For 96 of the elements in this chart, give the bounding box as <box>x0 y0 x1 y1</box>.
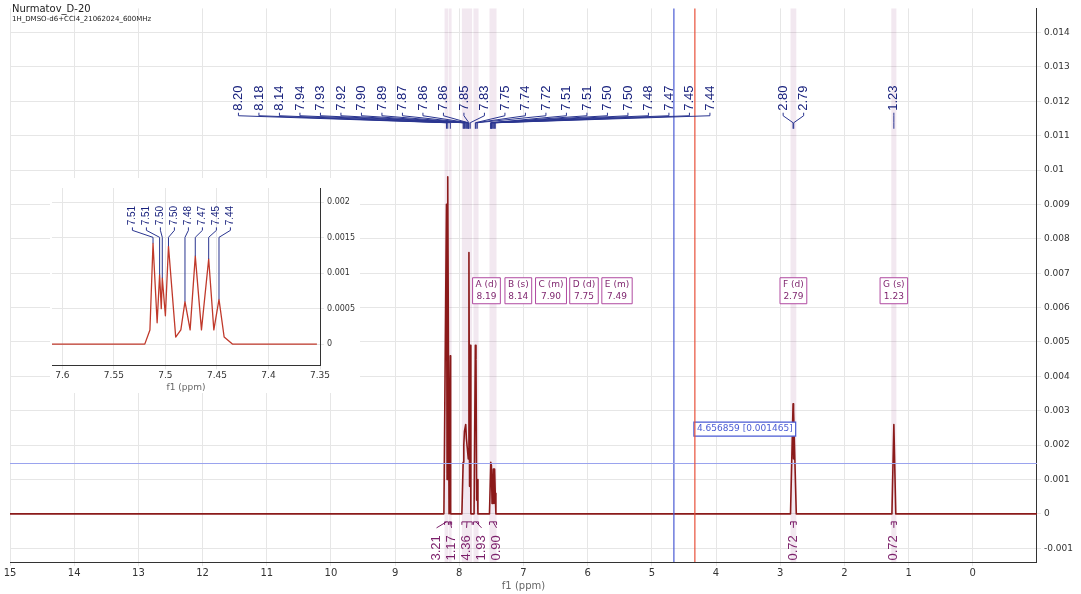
annotation: G (s) 1.23 <box>883 279 905 302</box>
annotation: 7.72 <box>537 85 553 111</box>
annotation: 1.23 <box>885 85 901 111</box>
x-tick-label: 2 <box>841 566 848 578</box>
annotation: 7.90 <box>353 85 369 111</box>
x-tick-label: 7 <box>520 566 527 578</box>
annotation: 7.47 <box>196 205 208 226</box>
annotation: 7.83 <box>476 85 492 111</box>
y-tick-label: 0.001 <box>327 268 350 278</box>
y-tick-label: 0 <box>1043 508 1050 519</box>
annotation: 8.18 <box>250 85 266 111</box>
band-label: 1.17 <box>443 535 459 561</box>
y-tick-label: 0.002 <box>327 197 350 207</box>
x-tick-label: 7.35 <box>309 370 331 381</box>
x-tick-label: 6 <box>584 566 591 578</box>
y-tick-label: 0.006 <box>1043 301 1071 312</box>
annotation: 7.48 <box>640 85 656 111</box>
y-tick-label: 0 <box>327 339 333 349</box>
x-tick-label: 15 <box>3 566 17 578</box>
annotation: 7.92 <box>332 85 348 111</box>
y-tick-label: 0.01 <box>1043 164 1065 175</box>
annotation: 2.79 <box>795 85 811 111</box>
x-tick-label: 14 <box>67 566 81 578</box>
annotation: A (d) 8.19 <box>475 279 498 302</box>
annotation: 7.48 <box>182 205 194 226</box>
annotation: 7.86 <box>435 85 451 111</box>
y-tick-label: 0.014 <box>1043 26 1071 37</box>
annotation: E (m) 7.49 <box>604 279 630 302</box>
annotation: 8.20 <box>230 85 245 111</box>
annotation: 7.89 <box>373 85 389 111</box>
y-tick-label: 0.003 <box>1043 405 1070 416</box>
y-tick-label: 0.004 <box>1043 370 1071 381</box>
annotation: 7.51 <box>578 85 594 111</box>
annotation: 7.51 <box>558 85 574 111</box>
x-tick-label: 7.55 <box>103 370 124 381</box>
band-label: 4.36 <box>458 535 474 561</box>
y-tick-label: 0.009 <box>1043 198 1071 209</box>
band-label: 0.72 <box>885 535 901 561</box>
chart-title: Nurmatov_D-20 <box>12 2 91 15</box>
annotation: 7.93 <box>312 85 328 111</box>
x-axis-title: f1 (ppm) <box>501 579 546 591</box>
band-label: 0.90 <box>488 535 504 561</box>
x-tick-label: 1 <box>905 566 912 578</box>
y-tick-label: 0.012 <box>1043 95 1070 106</box>
y-tick-label: 0.013 <box>1043 61 1070 72</box>
x-tick-label: 7.4 <box>261 370 276 381</box>
annotation: 7.45 <box>681 85 697 111</box>
annotation: 7.87 <box>394 85 410 111</box>
x-tick-label: 13 <box>132 566 145 578</box>
annotation: 7.50 <box>599 85 615 111</box>
x-tick-label: 8 <box>456 566 463 578</box>
annotation: 7.74 <box>517 85 533 111</box>
y-tick-label: -0.001 <box>1043 542 1073 553</box>
x-tick-label: 7.5 <box>158 370 173 381</box>
annotation: 7.47 <box>660 85 676 111</box>
x-tick-label: 10 <box>324 566 338 578</box>
annotation: 7.94 <box>291 85 307 111</box>
annotation: 7.85 <box>455 85 471 111</box>
y-tick-label: 0.005 <box>1043 336 1070 347</box>
y-tick-label: 0.0005 <box>327 303 356 313</box>
y-tick-label: 0.0015 <box>327 232 356 242</box>
y-tick-label: 0.007 <box>1043 267 1070 278</box>
annotation: D (d) 7.75 <box>572 279 596 302</box>
y-tick-label: 0.011 <box>1043 129 1070 140</box>
x-tick-label: 0 <box>969 566 976 578</box>
x-tick-label: 7.45 <box>206 370 227 381</box>
ref-line-label: 4.656859 [0.001465] <box>696 423 793 434</box>
x-axis-title: f1 (ppm) <box>166 381 206 392</box>
y-tick-label: 0.008 <box>1043 233 1071 244</box>
annotation: 7.75 <box>496 85 512 111</box>
x-tick-label: 11 <box>260 566 274 578</box>
annotation: 7.44 <box>224 205 236 226</box>
band-label: 0.72 <box>784 535 800 561</box>
x-tick-label: 7.6 <box>55 370 70 381</box>
annotation: 7.50 <box>154 205 166 226</box>
annotation: F (d) 2.79 <box>783 279 804 302</box>
annotation: B (s) 8.14 <box>507 279 529 302</box>
annotation: 7.51 <box>140 205 152 226</box>
annotation: 7.50 <box>619 85 635 111</box>
annotation: 2.80 <box>774 85 790 111</box>
annotation: 7.45 <box>210 205 222 226</box>
y-tick-label: 0.002 <box>1043 439 1070 450</box>
band-label: 1.93 <box>473 535 489 561</box>
x-tick-label: 3 <box>777 566 784 578</box>
x-tick-label: 9 <box>391 566 399 578</box>
annotation: 7.51 <box>126 205 138 226</box>
x-tick-label: 5 <box>648 566 656 578</box>
annotation: 7.86 <box>414 85 430 111</box>
y-tick-label: 0.001 <box>1043 473 1070 484</box>
annotation: 8.14 <box>271 85 287 111</box>
annotation: 7.50 <box>168 205 180 226</box>
annotation: 7.44 <box>701 85 717 111</box>
x-tick-label: 12 <box>196 566 209 578</box>
band-label: 3.21 <box>428 535 444 561</box>
annotation: C (m) 7.90 <box>538 279 564 302</box>
x-tick-label: 4 <box>712 566 720 578</box>
